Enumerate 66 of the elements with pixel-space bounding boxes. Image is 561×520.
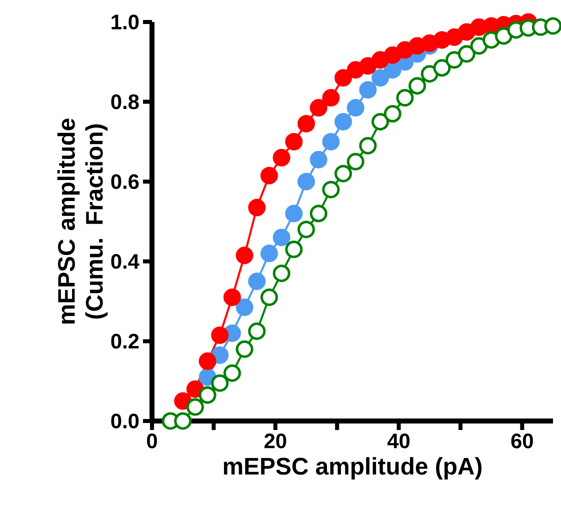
point — [260, 288, 278, 306]
y-tick-label: 0.8 — [111, 94, 139, 110]
point — [272, 228, 290, 246]
point — [297, 220, 315, 238]
y-axis-title: mEPSC amplitude (Cumu. Fraction) — [57, 118, 108, 324]
point — [272, 264, 290, 282]
point — [186, 380, 204, 398]
point — [359, 136, 377, 154]
x-tick-label: 0 — [147, 434, 157, 448]
point — [198, 386, 216, 404]
point — [359, 81, 377, 99]
point — [223, 364, 241, 382]
point — [186, 398, 204, 416]
point — [272, 148, 290, 166]
point — [420, 65, 438, 83]
point — [334, 69, 352, 87]
point — [297, 172, 315, 190]
point — [372, 69, 390, 87]
point — [198, 352, 216, 370]
y-tick-label: 1.0 — [112, 14, 139, 30]
point — [334, 164, 352, 182]
point — [285, 204, 303, 222]
point — [310, 150, 328, 168]
point — [446, 51, 464, 69]
point — [470, 37, 488, 55]
point — [236, 298, 254, 316]
point — [285, 132, 303, 150]
point — [236, 246, 254, 264]
point — [544, 17, 561, 35]
point — [223, 288, 241, 306]
point — [346, 152, 364, 170]
point — [433, 59, 451, 77]
x-tick-label: 20 — [264, 434, 286, 448]
point — [346, 99, 364, 117]
x-tick-label: 40 — [387, 434, 410, 448]
point — [359, 57, 377, 75]
point — [260, 244, 278, 262]
point — [396, 89, 414, 107]
point — [297, 114, 315, 132]
point — [384, 105, 402, 123]
point — [458, 45, 476, 63]
y-tick-label: 0.6 — [111, 174, 139, 189]
point — [248, 198, 266, 216]
y-tick-label: 0.0 — [111, 414, 139, 428]
point — [494, 27, 512, 45]
point — [174, 412, 192, 430]
point — [322, 132, 340, 150]
point — [408, 77, 426, 95]
point — [285, 240, 303, 258]
point — [322, 180, 340, 198]
x-axis-title: mEPSC amplitude (pA) — [224, 457, 482, 480]
point — [372, 112, 390, 130]
point — [211, 374, 229, 392]
point — [248, 272, 266, 290]
point — [322, 89, 340, 107]
x-tick-label: 60 — [511, 434, 533, 448]
point — [211, 326, 229, 344]
point — [334, 112, 352, 130]
point — [260, 166, 278, 184]
point — [211, 346, 229, 364]
point — [310, 204, 328, 222]
point — [236, 340, 254, 358]
point — [248, 322, 266, 340]
point — [310, 99, 328, 117]
y-tick-label: 0.4 — [111, 254, 140, 269]
y-tick-label: 0.2 — [111, 334, 139, 349]
